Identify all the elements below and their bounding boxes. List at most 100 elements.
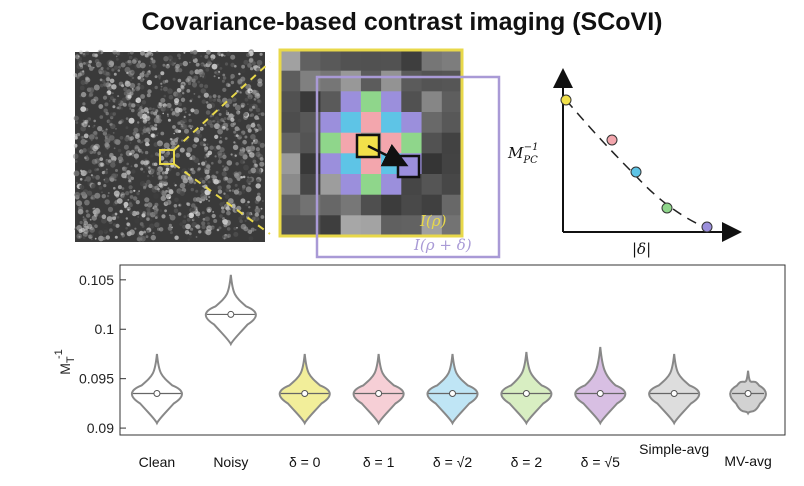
pixel-cell	[441, 50, 463, 71]
pixel-cell	[421, 50, 443, 71]
speckle-grain	[186, 147, 193, 153]
speckle-grain	[249, 145, 256, 152]
speckle-grain	[137, 60, 141, 64]
pixel-cell	[280, 132, 301, 154]
speckle-grain	[118, 65, 121, 69]
speckle-grain	[142, 211, 146, 215]
speckle-grain	[222, 168, 227, 172]
speckle-grain	[233, 130, 237, 134]
speckle-grain	[245, 203, 249, 207]
speckle-grain	[158, 175, 163, 180]
speckle-grain	[193, 224, 196, 227]
speckle-grain	[125, 117, 129, 120]
speckle-grain	[106, 216, 113, 222]
speckle-grain	[85, 225, 89, 230]
speckle-grain	[93, 96, 99, 102]
speckle-grain	[149, 64, 151, 67]
speckle-grain	[203, 168, 207, 172]
speckle-grain	[225, 111, 230, 116]
speckle-grain	[116, 106, 120, 110]
speckle-grain	[145, 235, 149, 239]
speckle-grain	[251, 61, 256, 66]
speckle-grain	[118, 121, 122, 125]
speckle-grain	[175, 92, 182, 99]
speckle-grain	[113, 138, 120, 145]
speckle-grain	[179, 147, 185, 153]
y-tick-label: 0.1	[95, 321, 115, 337]
pixel-cell	[441, 215, 463, 237]
speckle-grain	[85, 176, 91, 182]
speckle-grain	[226, 233, 231, 238]
speckle-grain	[226, 160, 233, 166]
pixel-cell	[300, 50, 321, 71]
speckle-grain	[148, 143, 150, 146]
pixel-cell	[280, 174, 301, 195]
x-category-label: δ = 0	[289, 454, 321, 470]
speckle-grain	[233, 141, 236, 144]
pixel-cell	[340, 50, 362, 71]
speckle-grain	[168, 189, 174, 195]
speckle-grain	[256, 197, 261, 202]
speckle-grain	[206, 54, 209, 57]
speckle-grain	[206, 58, 210, 62]
speckle-grain	[126, 52, 130, 56]
pixel-cell	[320, 132, 341, 154]
speckle-grain	[188, 124, 192, 128]
speckle-grain	[161, 214, 166, 219]
speckle-grain	[75, 181, 78, 185]
speckle-grain	[123, 87, 128, 92]
speckle-grain	[139, 116, 143, 120]
speckle-grain	[113, 223, 117, 227]
speckle-grain	[141, 132, 144, 135]
speckle-grain	[254, 229, 257, 231]
speckle-grain	[239, 91, 242, 94]
speckle-grain	[167, 118, 171, 122]
speckle-grain	[232, 171, 235, 175]
speckle-grain	[120, 158, 124, 163]
pixel-cell	[401, 50, 422, 71]
speckle-grain	[186, 202, 191, 207]
speckle-grain	[106, 194, 110, 198]
speckle-grain	[90, 233, 94, 237]
speckle-grain	[254, 207, 261, 214]
speckle-grain	[180, 97, 186, 103]
speckle-grain	[89, 150, 94, 155]
speckle-grain	[80, 91, 87, 98]
pixel-cell	[320, 70, 341, 92]
speckle-grain	[219, 214, 223, 218]
speckle-grain	[156, 171, 161, 176]
speckle-grain	[253, 140, 256, 142]
speckle-grain	[185, 223, 191, 230]
speckle-grain	[226, 177, 233, 184]
speckle-grain	[133, 127, 139, 133]
speckle-grain	[144, 197, 150, 203]
speckle-grain	[94, 224, 98, 228]
speckle-grain	[126, 206, 131, 211]
speckle-grain	[244, 135, 248, 139]
speckle-grain	[106, 119, 111, 124]
speckle-grain	[113, 147, 116, 150]
speckle-grain	[175, 172, 180, 176]
speckle-grain	[192, 83, 197, 88]
speckle-grain	[237, 118, 242, 123]
speckle-grain	[192, 143, 197, 149]
speckle-grain	[203, 92, 209, 98]
y-tick-label: 0.105	[79, 272, 114, 288]
speckle-grain	[190, 227, 194, 231]
speckle-grain	[109, 154, 113, 159]
speckle-grain	[189, 99, 193, 103]
speckle-grain	[191, 78, 196, 83]
speckle-grain	[216, 61, 221, 67]
speckle-grain	[251, 143, 254, 145]
speckle-grain	[94, 143, 100, 150]
speckle-grain	[154, 202, 159, 207]
speckle-grain	[214, 116, 219, 121]
speckle-grain	[127, 52, 131, 55]
speckle-grain	[111, 173, 117, 179]
speckle-grain	[125, 227, 128, 230]
speckle-grain	[167, 55, 173, 61]
speckle-grain	[170, 141, 175, 146]
violin-body	[278, 353, 331, 426]
speckle-grain	[186, 217, 191, 222]
speckle-grain	[238, 110, 241, 113]
